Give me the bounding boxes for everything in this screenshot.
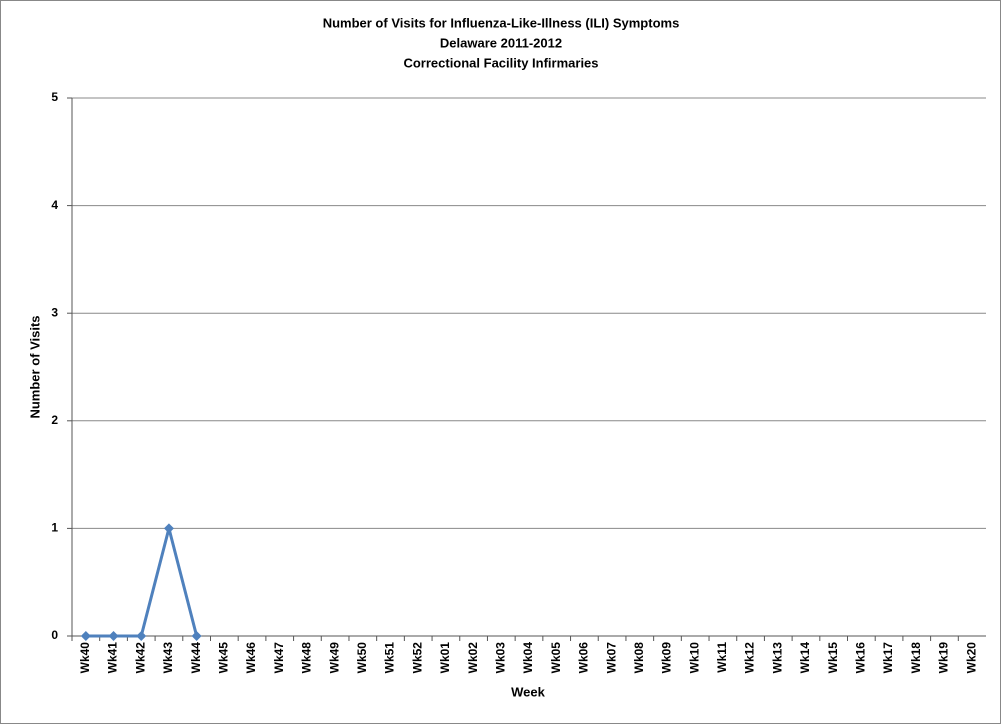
y-axis-label: Number of Visits bbox=[27, 315, 42, 418]
x-tick-label: Wk05 bbox=[549, 642, 563, 674]
x-tick-label: Wk14 bbox=[798, 642, 812, 674]
x-axis-label: Week bbox=[511, 684, 545, 699]
x-tick-label: Wk20 bbox=[964, 642, 978, 674]
data-point bbox=[136, 631, 147, 641]
x-tick-label: Wk18 bbox=[909, 642, 923, 674]
data-point bbox=[163, 523, 174, 534]
y-tick-label: 1 bbox=[51, 521, 58, 535]
x-tick-label: Wk43 bbox=[161, 642, 175, 674]
y-tick-label: 5 bbox=[51, 90, 58, 104]
data-point bbox=[80, 631, 91, 641]
x-tick-label: Wk40 bbox=[78, 642, 92, 674]
x-tick-label: Wk11 bbox=[715, 642, 729, 673]
y-tick-label: 4 bbox=[51, 198, 58, 212]
x-tick-label: Wk50 bbox=[355, 642, 369, 674]
x-tick-label: Wk44 bbox=[189, 642, 203, 674]
data-point bbox=[108, 631, 119, 641]
x-tick-label: Wk19 bbox=[937, 642, 951, 674]
chart-title: Number of Visits for Influenza-Like-Illn… bbox=[323, 15, 680, 30]
x-tick-label: Wk01 bbox=[438, 642, 452, 674]
x-tick-label: Wk16 bbox=[854, 642, 868, 674]
x-tick-label: Wk41 bbox=[106, 642, 120, 674]
x-tick-label: Wk17 bbox=[881, 642, 895, 674]
x-tick-label: Wk06 bbox=[577, 642, 591, 674]
y-tick-label: 2 bbox=[51, 413, 58, 427]
x-tick-label: Wk45 bbox=[217, 642, 231, 674]
data-point bbox=[191, 631, 202, 641]
chart-subtitle: Correctional Facility Infirmaries bbox=[403, 55, 598, 70]
y-tick-label: 3 bbox=[51, 305, 58, 319]
x-tick-label: Wk52 bbox=[410, 642, 424, 674]
x-tick-label: Wk48 bbox=[300, 642, 314, 674]
x-tick-label: Wk46 bbox=[244, 642, 258, 674]
x-tick-label: Wk03 bbox=[493, 642, 507, 674]
x-tick-label: Wk15 bbox=[826, 642, 840, 674]
x-tick-label: Wk04 bbox=[521, 642, 535, 674]
x-tick-label: Wk10 bbox=[687, 642, 701, 674]
x-tick-label: Wk07 bbox=[604, 642, 618, 674]
x-tick-label: Wk51 bbox=[383, 642, 397, 674]
x-tick-label: Wk12 bbox=[743, 642, 757, 674]
x-tick-label: Wk47 bbox=[272, 642, 286, 674]
y-tick-label: 0 bbox=[51, 628, 58, 642]
chart-subtitle: Delaware 2011-2012 bbox=[440, 35, 562, 50]
x-tick-label: Wk09 bbox=[660, 642, 674, 674]
x-tick-label: Wk42 bbox=[133, 642, 147, 674]
x-tick-label: Wk49 bbox=[327, 642, 341, 674]
x-tick-label: Wk02 bbox=[466, 642, 480, 674]
x-tick-label: Wk08 bbox=[632, 642, 646, 674]
x-tick-label: Wk13 bbox=[770, 642, 784, 674]
